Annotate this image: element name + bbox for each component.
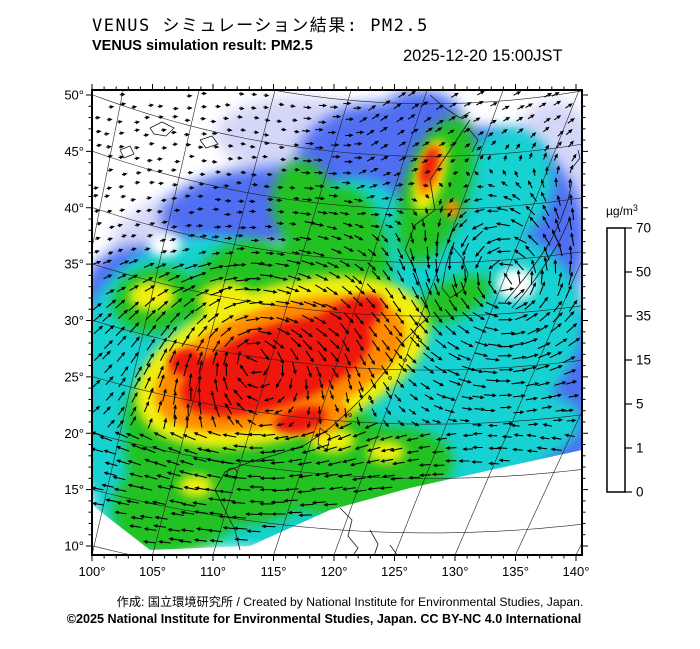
axis-ticks: [86, 84, 588, 561]
svg-text:50°: 50°: [64, 88, 84, 103]
svg-text:20°: 20°: [64, 426, 84, 441]
svg-text:35°: 35°: [64, 257, 84, 272]
svg-text:50: 50: [636, 265, 651, 280]
svg-text:5: 5: [636, 397, 644, 412]
credit-line: 作成: 国立環境研究所 / Created by National Instit…: [116, 595, 584, 609]
svg-text:45°: 45°: [64, 144, 84, 159]
svg-text:100°: 100°: [79, 564, 106, 579]
colorbar-unit-label: µg/m3: [606, 203, 638, 218]
svg-text:10°: 10°: [64, 539, 84, 554]
svg-text:120°: 120°: [321, 564, 348, 579]
svg-text:135°: 135°: [502, 564, 529, 579]
svg-text:140°: 140°: [563, 564, 590, 579]
timestamp-label: 2025-12-20 15:00JST: [403, 47, 563, 65]
svg-text:125°: 125°: [381, 564, 408, 579]
page-subtitle-en: VENUS simulation result: PM2.5: [92, 38, 313, 54]
svg-text:110°: 110°: [200, 564, 226, 579]
page-title-jp: VENUS シミュレーション結果: PM2.5: [92, 16, 429, 36]
svg-text:130°: 130°: [442, 564, 469, 579]
svg-text:25°: 25°: [64, 369, 84, 384]
svg-text:70: 70: [636, 221, 651, 236]
map-frame: [91, 89, 583, 556]
longitude-axis-labels: 100° 105° 110° 115° 120° 125° 130° 135° 140°: [79, 564, 590, 579]
svg-text:40°: 40°: [64, 200, 84, 215]
svg-text:35: 35: [636, 309, 651, 324]
latitude-axis-labels: 50° 45° 40° 35° 30° 25° 20° 15° 10°: [64, 88, 84, 554]
svg-text:1: 1: [636, 441, 644, 456]
license-line: ©2025 National Institute for Environment…: [66, 612, 582, 626]
graticule: [92, 90, 582, 555]
svg-text:30°: 30°: [64, 313, 84, 328]
colorbar: 70 50 35 15 5 1 0 µg/m3: [606, 203, 651, 500]
svg-text:15°: 15°: [64, 482, 84, 497]
svg-text:15: 15: [636, 353, 651, 368]
svg-text:105°: 105°: [139, 564, 166, 579]
svg-text:0: 0: [636, 485, 644, 500]
svg-text:115°: 115°: [261, 564, 287, 579]
wind-vectors: [92, 90, 581, 544]
attribution-footer: 作成: 国立環境研究所 / Created by National Instit…: [0, 594, 700, 628]
